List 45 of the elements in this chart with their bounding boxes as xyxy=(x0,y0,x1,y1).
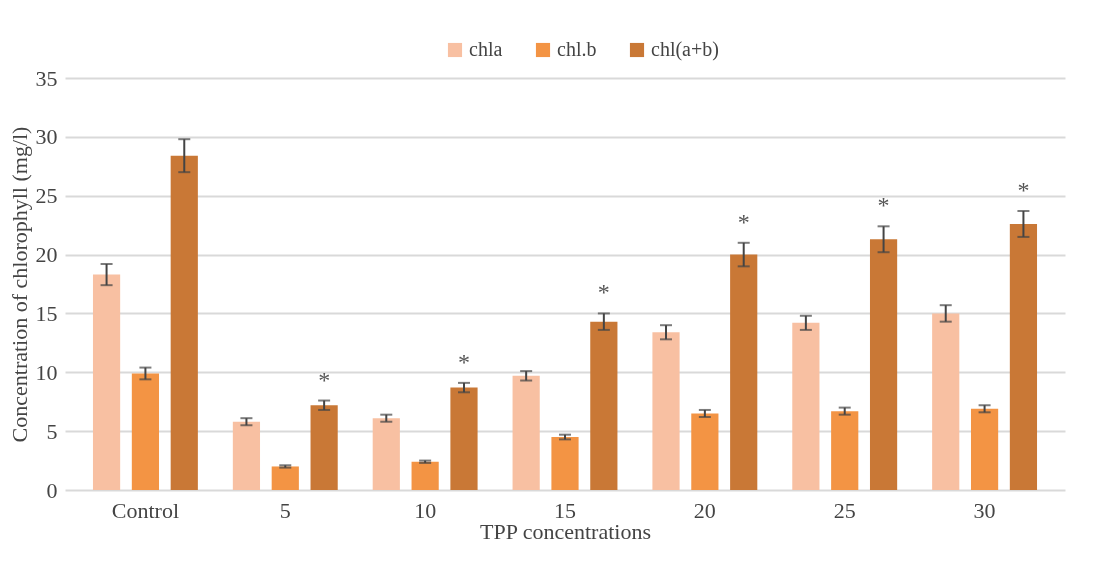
y-tick-label: 25 xyxy=(35,183,58,209)
legend-label: chl.b xyxy=(557,38,597,60)
bar xyxy=(232,421,261,490)
x-tick-label: 30 xyxy=(973,497,996,523)
bar xyxy=(730,254,758,490)
bar xyxy=(411,461,439,490)
x-tick-label: Control xyxy=(111,497,180,523)
x-tick-label: 20 xyxy=(693,497,716,523)
bar xyxy=(372,418,400,490)
bar xyxy=(831,411,859,490)
bar xyxy=(310,405,338,490)
legend-label: chla xyxy=(469,38,503,60)
x-tick-label: 25 xyxy=(833,497,856,523)
bar xyxy=(869,239,898,490)
y-tick-label: 5 xyxy=(46,418,58,444)
data-label: * xyxy=(457,348,470,375)
y-tick-label: 10 xyxy=(35,359,58,385)
bar xyxy=(652,332,680,490)
y-tick-label: 30 xyxy=(35,124,58,150)
bar xyxy=(590,321,618,490)
data-label: * xyxy=(597,279,610,306)
bar xyxy=(271,466,299,490)
y-tick-label: 35 xyxy=(35,65,58,91)
bar xyxy=(932,313,960,490)
legend-label: chl(a+b) xyxy=(651,38,719,61)
bar xyxy=(551,437,579,490)
bar xyxy=(512,375,540,490)
data-label: * xyxy=(877,192,890,219)
x-tick-label: 5 xyxy=(279,497,291,523)
bar xyxy=(970,408,999,490)
y-axis-title: Concentration of chlorophyll (mg/l) xyxy=(6,126,32,443)
y-tick-label: 0 xyxy=(46,477,58,503)
x-tick-label: 10 xyxy=(414,497,437,523)
bar xyxy=(170,155,198,490)
data-label: * xyxy=(1017,177,1030,204)
bar xyxy=(1009,223,1038,490)
data-label: * xyxy=(318,366,331,393)
data-label: * xyxy=(737,208,750,235)
y-tick-label: 15 xyxy=(35,300,58,326)
bar xyxy=(691,413,719,490)
bar xyxy=(792,322,820,490)
bar xyxy=(450,387,478,490)
y-tick-label: 20 xyxy=(35,242,58,268)
bar xyxy=(92,274,121,490)
bar xyxy=(131,373,160,490)
